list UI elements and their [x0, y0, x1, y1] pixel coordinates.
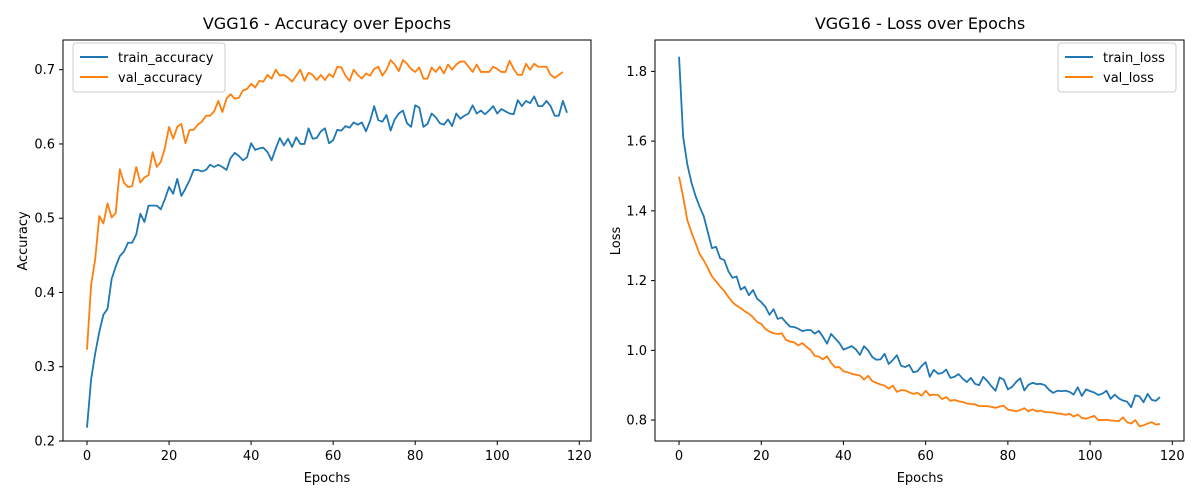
- y-tick-label: 0.7: [34, 63, 55, 78]
- chart-title: VGG16 - Accuracy over Epochs: [203, 14, 451, 33]
- y-tick-label: 0.2: [34, 435, 55, 450]
- x-axis-label: Epochs: [897, 471, 944, 486]
- axis-ticks: 0 20 40 60 80 100 120 0.2 0.3 0.4 0.5 0.6 0.7: [34, 63, 591, 464]
- legend: train_loss val_loss: [1057, 42, 1177, 93]
- legend-box: [72, 42, 226, 93]
- x-tick-label: 80: [1000, 449, 1017, 464]
- plot-frame: [62, 39, 592, 442]
- legend-label-train-accuracy: train_accuracy: [118, 51, 214, 66]
- legend-label-train-loss: train_loss: [1103, 51, 1165, 66]
- x-tick-label: 0: [83, 449, 91, 464]
- y-axis-label: Loss: [609, 227, 624, 256]
- chart-title: VGG16 - Loss over Epochs: [815, 14, 1025, 33]
- series-lines: [678, 56, 1161, 428]
- legend-box: [1057, 42, 1177, 93]
- legend-label-val-accuracy: val_accuracy: [118, 71, 203, 86]
- x-tick-label: 20: [753, 449, 770, 464]
- y-tick-label: 1.4: [626, 204, 647, 219]
- y-tick-label: 0.8: [626, 414, 647, 429]
- series-line-val-loss: [678, 176, 1161, 428]
- x-axis-label: Epochs: [304, 471, 351, 486]
- x-tick-label: 120: [1160, 449, 1185, 464]
- y-tick-label: 0.3: [34, 360, 55, 375]
- y-tick-label: 1.6: [626, 135, 647, 150]
- y-tick-label: 1.2: [626, 274, 647, 289]
- x-tick-label: 20: [161, 449, 178, 464]
- y-axis-label: Accuracy: [16, 211, 31, 271]
- y-tick-label: 0.4: [34, 286, 55, 301]
- series-line-train-accuracy: [86, 95, 568, 428]
- series-line-train-loss: [678, 56, 1161, 409]
- x-tick-label: 100: [1078, 449, 1103, 464]
- x-tick-label: 80: [407, 449, 424, 464]
- accuracy-chart: VGG16 - Accuracy over Epochs Epochs Accu…: [16, 14, 592, 486]
- axis-ticks: 0 20 40 60 80 100 120 0.8 1.0 1.2 1.4 1.6 1.8: [626, 65, 1184, 464]
- series-lines: [86, 59, 568, 428]
- legend: train_accuracy val_accuracy: [72, 42, 226, 93]
- loss-chart: VGG16 - Loss over Epochs Epochs Loss 0 20…: [609, 14, 1185, 486]
- y-tick-label: 0.5: [34, 212, 55, 227]
- series-line-val-accuracy: [86, 59, 564, 350]
- x-tick-label: 100: [485, 449, 510, 464]
- x-tick-label: 40: [243, 449, 260, 464]
- x-tick-label: 0: [675, 449, 683, 464]
- x-tick-label: 60: [917, 449, 934, 464]
- y-tick-label: 0.6: [34, 137, 55, 152]
- plot-frame: [654, 39, 1185, 442]
- x-tick-label: 40: [835, 449, 852, 464]
- x-tick-label: 120: [567, 449, 592, 464]
- x-tick-label: 60: [325, 449, 342, 464]
- y-tick-label: 1.0: [626, 344, 647, 359]
- legend-label-val-loss: val_loss: [1103, 71, 1154, 86]
- y-tick-label: 1.8: [626, 65, 647, 80]
